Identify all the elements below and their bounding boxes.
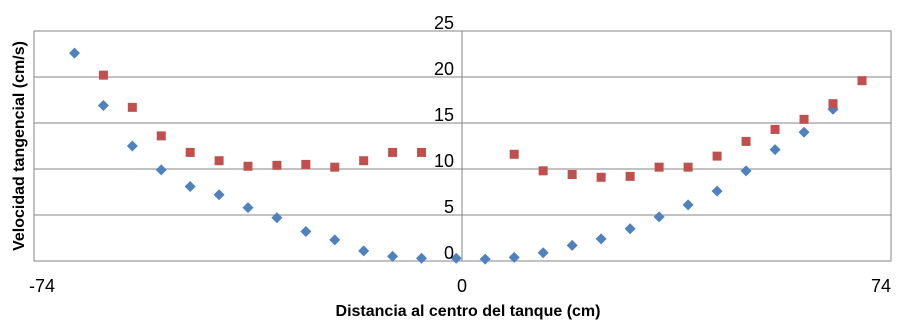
data-point-square — [301, 160, 310, 169]
y-tick-label: 20 — [434, 59, 454, 79]
y-tick-label: 25 — [434, 13, 454, 33]
data-point-diamond — [243, 202, 254, 213]
data-point-square — [215, 156, 224, 165]
data-point-diamond — [127, 141, 138, 152]
data-point-square — [684, 163, 693, 172]
data-point-square — [626, 172, 635, 181]
data-point-diamond — [98, 100, 109, 111]
x-tick-labels: -74 0 74 — [29, 276, 891, 296]
data-point-diamond — [69, 48, 80, 59]
x-tick-label: 0 — [457, 276, 467, 296]
data-point-diamond — [712, 186, 723, 197]
data-point-diamond — [567, 240, 578, 251]
data-point-diamond — [214, 189, 225, 200]
data-point-diamond — [799, 127, 810, 138]
data-point-square — [99, 71, 108, 80]
data-point-square — [244, 162, 253, 171]
data-point-diamond — [596, 233, 607, 244]
y-tick-labels: 0 5 10 15 20 25 — [434, 13, 454, 263]
data-point-square — [655, 163, 664, 172]
data-point-diamond — [770, 144, 781, 155]
data-point-diamond — [416, 253, 427, 264]
data-point-square — [272, 161, 281, 170]
data-point-square — [858, 76, 867, 85]
x-tick-label: -74 — [29, 276, 55, 296]
data-point-square — [539, 166, 548, 175]
data-point-diamond — [387, 251, 398, 262]
data-point-square — [597, 173, 606, 182]
data-point-square — [359, 156, 368, 165]
data-point-diamond — [271, 212, 282, 223]
data-point-square — [800, 115, 809, 124]
data-point-square — [417, 148, 426, 157]
data-point-square — [742, 137, 751, 146]
data-point-diamond — [185, 181, 196, 192]
data-point-square — [713, 152, 722, 161]
x-tick-label: 74 — [871, 276, 891, 296]
data-point-diamond — [156, 164, 167, 175]
data-point-diamond — [300, 226, 311, 237]
data-point-diamond — [538, 247, 549, 258]
data-point-diamond — [329, 234, 340, 245]
data-point-square — [330, 163, 339, 172]
data-point-square — [388, 148, 397, 157]
data-point-square — [128, 103, 137, 112]
data-point-diamond — [480, 254, 491, 265]
y-tick-label: 15 — [434, 105, 454, 125]
data-point-square — [157, 131, 166, 140]
data-point-diamond — [358, 245, 369, 256]
data-series — [69, 48, 867, 265]
data-point-diamond — [741, 165, 752, 176]
data-point-square — [568, 170, 577, 179]
series-2 — [99, 71, 867, 182]
data-point-square — [771, 125, 780, 134]
y-tick-label: 0 — [444, 243, 454, 263]
data-point-diamond — [683, 199, 694, 210]
data-point-diamond — [625, 223, 636, 234]
y-tick-label: 10 — [434, 151, 454, 171]
data-point-diamond — [654, 211, 665, 222]
y-axis-title: Velocidad tangencial (cm/s) — [11, 41, 28, 251]
data-point-square — [186, 148, 195, 157]
x-axis-title: Distancia al centro del tanque (cm) — [336, 303, 601, 320]
data-point-square — [829, 99, 838, 108]
data-point-square — [510, 150, 519, 159]
y-tick-label: 5 — [444, 197, 454, 217]
